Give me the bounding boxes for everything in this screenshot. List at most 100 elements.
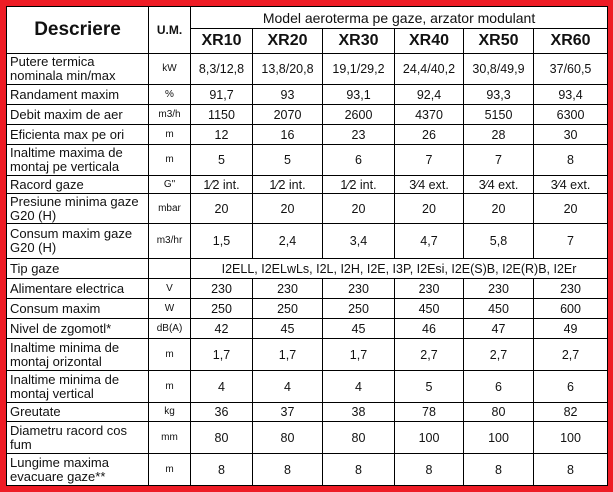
row-value: 3,4: [322, 223, 395, 259]
row-label: Debit maxim de aer: [6, 104, 149, 125]
row-value: 8: [190, 453, 253, 486]
row-value: 1⁄2 int.: [322, 175, 395, 194]
row-value: 16: [252, 124, 323, 145]
header-description: Descriere: [6, 6, 149, 54]
row-unit: m: [148, 453, 191, 486]
row-value: 230: [394, 278, 464, 299]
row-value: 26: [394, 124, 464, 145]
row-value: 37: [252, 402, 323, 422]
table-row: Consum maxim gaze G20 (H) m3/hr 1,5 2,4 3,4 4…: [6, 223, 609, 259]
row-value: 80: [252, 421, 323, 454]
row-label: Nivel de zgomotl*: [6, 318, 149, 339]
row-value: 3⁄4 ext.: [532, 175, 609, 194]
row-unit: V: [148, 278, 191, 299]
row-value: 8: [322, 453, 395, 486]
row-value: 2070: [252, 104, 323, 125]
row-value: 6: [322, 144, 395, 176]
specs-table: Descriere U.M. Model aeroterma pe gaze, …: [6, 6, 609, 486]
table-row: Inaltime maxima de montaj pe verticala m 5…: [6, 144, 609, 176]
row-value: 45: [252, 318, 323, 339]
row-value: 20: [532, 193, 609, 224]
table-row: Putere termica nominala min/max kW 8,3/12,…: [6, 53, 609, 85]
row-value: 4: [190, 370, 253, 403]
row-value: 20: [252, 193, 323, 224]
row-label: Randament maxim: [6, 84, 149, 105]
row-value: 1⁄2 int.: [252, 175, 323, 194]
row-unit: m: [148, 370, 191, 403]
header-unit: U.M.: [148, 6, 191, 54]
row-unit: W: [148, 298, 191, 319]
row-value: 5: [394, 370, 464, 403]
row-value: 6300: [532, 104, 609, 125]
row-value: 20: [190, 193, 253, 224]
row-value: 3⁄4 ext.: [394, 175, 464, 194]
table-row: Eficienta max pe ori m 12 16 23 26 28 30: [6, 124, 609, 145]
row-value: 13,8/20,8: [252, 53, 323, 85]
row-unit: mbar: [148, 193, 191, 224]
model-header: XR10: [190, 28, 253, 54]
row-unit: m: [148, 338, 191, 371]
table-row: Nivel de zgomotl* dB(A) 42 45 45 46 47 49: [6, 318, 609, 339]
row-value: 30,8/49,9: [463, 53, 534, 85]
row-value: 5: [252, 144, 323, 176]
table-row: Inaltime minima de montaj orizontal m 1,7 1…: [6, 338, 609, 371]
row-label: Greutate: [6, 402, 149, 422]
row-value: 93,4: [532, 84, 609, 105]
table-row: Inaltime minima de montaj vertical m 4 4 4 5 6…: [6, 370, 609, 403]
row-value-span: I2ELL, I2ELwLs, I2L, I2H, I2E, I3P, I2Es…: [189, 258, 609, 279]
row-value: 20: [463, 193, 534, 224]
row-value: 230: [463, 278, 534, 299]
row-value: 20: [322, 193, 395, 224]
table-row: Diametru racord cos fum mm 80 80 80 100 100 100: [6, 421, 609, 454]
table-row: Presiune minima gaze G20 (H) mbar 20 20 20 20…: [6, 193, 609, 224]
row-value: 450: [394, 298, 464, 319]
table-row: Alimentare electrica V 230 230 230 230 230 230: [6, 278, 609, 299]
row-value: 250: [322, 298, 395, 319]
row-label: Inaltime minima de montaj vertical: [6, 370, 149, 403]
row-unit: kW: [148, 53, 191, 85]
row-label: Consum maxim: [6, 298, 149, 319]
row-value: 6: [463, 370, 534, 403]
row-label: Eficienta max pe ori: [6, 124, 149, 145]
table-row: Lungime maxima evacuare gaze** m 8 8 8 8 8 8: [6, 453, 609, 486]
row-value: 49: [532, 318, 609, 339]
row-value: 1⁄2 int.: [190, 175, 253, 194]
row-value: 600: [532, 298, 609, 319]
row-label: Lungime maxima evacuare gaze**: [6, 453, 149, 486]
row-value: 37/60,5: [532, 53, 609, 85]
row-value: 93,3: [463, 84, 534, 105]
row-value: 1150: [190, 104, 253, 125]
row-value: 1,7: [190, 338, 253, 371]
row-value: 4: [252, 370, 323, 403]
row-value: 250: [252, 298, 323, 319]
table-row: Debit maxim de aer m3/h 1150 2070 2600 4370 51…: [6, 104, 609, 125]
row-value: 3⁄4 ext.: [463, 175, 534, 194]
row-value: 230: [190, 278, 253, 299]
row-value: 8: [394, 453, 464, 486]
row-label: Inaltime minima de montaj orizontal: [6, 338, 149, 371]
row-value: 230: [252, 278, 323, 299]
row-unit: m3/hr: [148, 223, 191, 259]
row-value: 91,7: [190, 84, 253, 105]
row-value: 2,7: [394, 338, 464, 371]
row-value: 450: [463, 298, 534, 319]
row-unit: %: [148, 84, 191, 105]
table-row: Greutate kg 36 37 38 78 80 82: [6, 402, 609, 422]
table-row: Randament maxim% 91,7 93 93,1 92,4 93,3 93,4: [6, 84, 609, 105]
row-value: 4: [322, 370, 395, 403]
row-value: 8: [532, 453, 609, 486]
row-unit: m: [148, 124, 191, 145]
row-label: Tip gaze: [6, 258, 149, 279]
model-header: XR50: [463, 28, 534, 54]
row-unit: m: [148, 144, 191, 176]
row-value: 2,4: [252, 223, 323, 259]
row-value: 1,7: [322, 338, 395, 371]
row-value: 100: [463, 421, 534, 454]
row-value: 78: [394, 402, 464, 422]
row-value: 2,7: [463, 338, 534, 371]
row-value: 8,3/12,8: [190, 53, 253, 85]
row-value: 1,5: [190, 223, 253, 259]
row-unit: kg: [148, 402, 191, 422]
row-value: 38: [322, 402, 395, 422]
table-row: Racord gaze G" 1⁄2 int. 1⁄2 int. 1⁄2 int. 3⁄4…: [6, 175, 609, 194]
